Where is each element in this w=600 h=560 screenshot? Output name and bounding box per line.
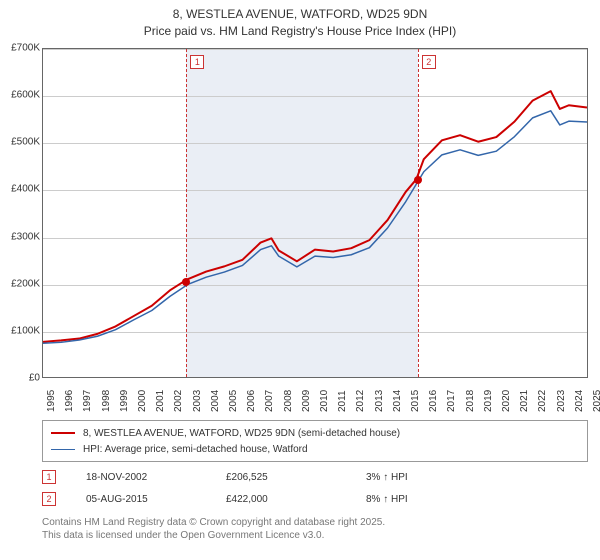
- x-tick-label: 2007: [264, 390, 275, 412]
- title-line-1: 8, WESTLEA AVENUE, WATFORD, WD25 9DN: [0, 6, 600, 23]
- y-tick-label: £400K: [2, 184, 40, 195]
- x-tick-label: 2018: [465, 390, 476, 412]
- attribution: Contains HM Land Registry data © Crown c…: [42, 516, 588, 542]
- sale-delta: 3% ↑ HPI: [366, 472, 506, 483]
- sale-dot: [182, 278, 190, 286]
- attribution-line-1: Contains HM Land Registry data © Crown c…: [42, 516, 588, 529]
- y-tick-label: £700K: [2, 43, 40, 54]
- series-price_paid: [43, 91, 587, 342]
- attribution-line-2: This data is licensed under the Open Gov…: [42, 529, 588, 542]
- x-tick-label: 2005: [228, 390, 239, 412]
- x-tick-label: 2019: [483, 390, 494, 412]
- y-tick-label: £0: [2, 373, 40, 384]
- x-tick-label: 1999: [119, 390, 130, 412]
- legend-swatch: [51, 449, 75, 450]
- x-tick-label: 1996: [64, 390, 75, 412]
- y-tick-label: £100K: [2, 325, 40, 336]
- x-tick-label: 2020: [501, 390, 512, 412]
- x-tick-label: 2012: [355, 390, 366, 412]
- x-tick-label: 2008: [283, 390, 294, 412]
- table-row: 2 05-AUG-2015 £422,000 8% ↑ HPI: [42, 488, 588, 510]
- chart-title: 8, WESTLEA AVENUE, WATFORD, WD25 9DN Pri…: [0, 0, 600, 40]
- x-tick-label: 2010: [319, 390, 330, 412]
- x-tick-label: 2000: [137, 390, 148, 412]
- title-line-2: Price paid vs. HM Land Registry's House …: [0, 23, 600, 40]
- series-hpi: [43, 111, 587, 343]
- plot-area: 12: [42, 48, 588, 378]
- x-tick-label: 2023: [556, 390, 567, 412]
- sale-price: £206,525: [226, 472, 366, 483]
- line-series: [43, 49, 587, 377]
- legend-swatch: [51, 432, 75, 434]
- y-tick-label: £200K: [2, 278, 40, 289]
- x-tick-label: 2014: [392, 390, 403, 412]
- x-tick-label: 1998: [101, 390, 112, 412]
- x-tick-label: 1995: [46, 390, 57, 412]
- y-tick-label: £600K: [2, 90, 40, 101]
- sale-marker-box: 2: [422, 55, 436, 69]
- legend-item: HPI: Average price, semi-detached house,…: [51, 441, 579, 457]
- x-tick-label: 2017: [446, 390, 457, 412]
- x-tick-label: 2016: [428, 390, 439, 412]
- x-tick-label: 2004: [210, 390, 221, 412]
- x-tick-label: 1997: [82, 390, 93, 412]
- legend: 8, WESTLEA AVENUE, WATFORD, WD25 9DN (se…: [42, 420, 588, 462]
- sale-date: 18-NOV-2002: [86, 472, 226, 483]
- sale-date: 05-AUG-2015: [86, 494, 226, 505]
- x-tick-label: 2013: [374, 390, 385, 412]
- legend-label: 8, WESTLEA AVENUE, WATFORD, WD25 9DN (se…: [83, 428, 400, 439]
- sale-marker-icon: 1: [42, 470, 56, 484]
- sale-dot: [414, 176, 422, 184]
- y-tick-label: £500K: [2, 137, 40, 148]
- sale-delta: 8% ↑ HPI: [366, 494, 506, 505]
- sales-table: 1 18-NOV-2002 £206,525 3% ↑ HPI 2 05-AUG…: [42, 466, 588, 510]
- table-row: 1 18-NOV-2002 £206,525 3% ↑ HPI: [42, 466, 588, 488]
- chart-container: 8, WESTLEA AVENUE, WATFORD, WD25 9DN Pri…: [0, 0, 600, 560]
- legend-label: HPI: Average price, semi-detached house,…: [83, 444, 308, 455]
- x-tick-label: 2025: [592, 390, 600, 412]
- x-tick-label: 2022: [537, 390, 548, 412]
- sale-marker-icon: 2: [42, 492, 56, 506]
- y-tick-label: £300K: [2, 231, 40, 242]
- x-tick-label: 2001: [155, 390, 166, 412]
- legend-item: 8, WESTLEA AVENUE, WATFORD, WD25 9DN (se…: [51, 425, 579, 441]
- x-tick-label: 2009: [301, 390, 312, 412]
- x-tick-label: 2002: [173, 390, 184, 412]
- x-tick-label: 2003: [192, 390, 203, 412]
- x-tick-label: 2021: [519, 390, 530, 412]
- sale-marker-box: 1: [190, 55, 204, 69]
- x-tick-label: 2015: [410, 390, 421, 412]
- x-tick-label: 2024: [574, 390, 585, 412]
- x-tick-label: 2006: [246, 390, 257, 412]
- x-tick-label: 2011: [337, 390, 348, 412]
- sale-price: £422,000: [226, 494, 366, 505]
